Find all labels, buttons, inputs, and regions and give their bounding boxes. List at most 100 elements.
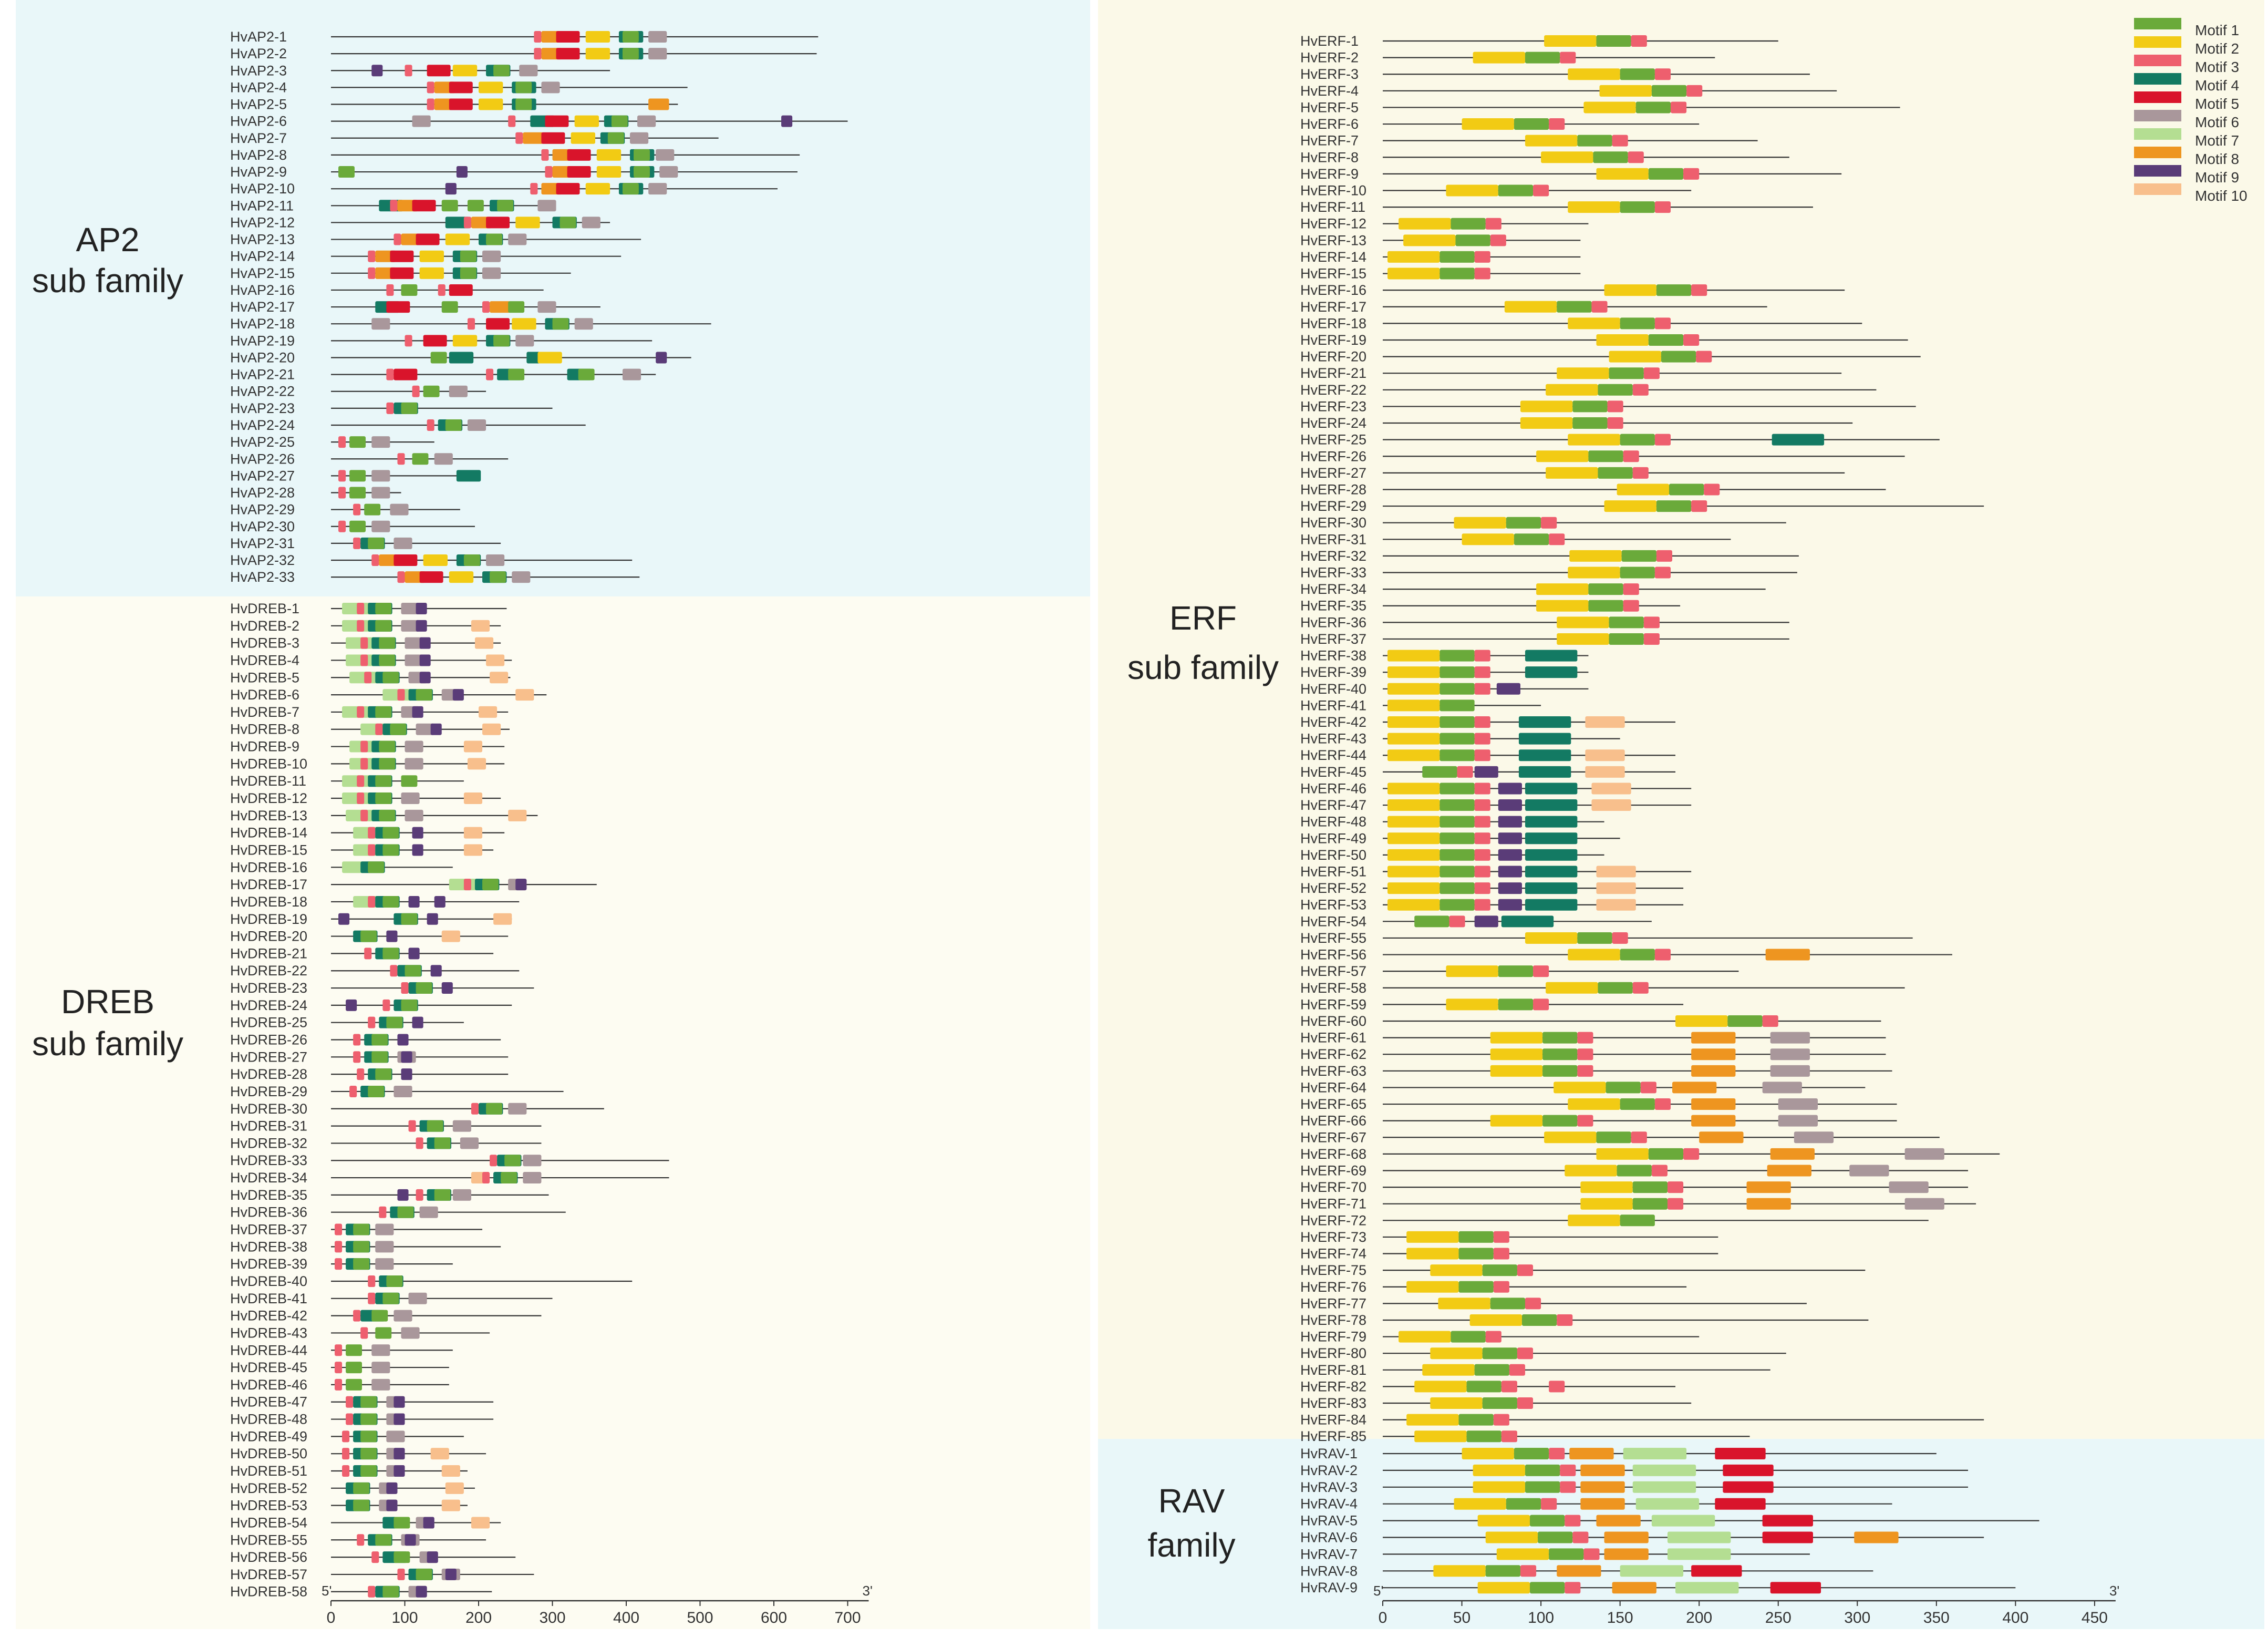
motif-9-box — [1498, 866, 1522, 878]
motif-2-box — [1462, 118, 1514, 130]
motif-2-box — [1557, 616, 1609, 629]
motif-3-box — [1560, 1464, 1576, 1476]
gene-track: HvERF-26 — [1300, 448, 1905, 464]
motif-8-box — [1580, 1498, 1625, 1510]
motif-6-box — [486, 554, 505, 567]
gene-track: HvERF-13 — [1300, 232, 1581, 248]
motif-1-box — [1485, 1565, 1520, 1577]
motif-1-box — [1617, 1165, 1652, 1177]
motif-5-box — [449, 98, 473, 110]
motif-2-box — [1520, 400, 1573, 413]
gene-label: HvDREB-10 — [230, 756, 307, 771]
gene-label: HvERF-78 — [1300, 1312, 1366, 1328]
gene-label: HvAP2-24 — [230, 417, 295, 433]
gene-label: HvAP2-4 — [230, 79, 287, 95]
motif-3-box — [397, 571, 405, 583]
motif-2-box — [1387, 816, 1440, 828]
motif-5-box — [1723, 1481, 1774, 1493]
gene-track: HvERF-20 — [1300, 349, 1921, 365]
legend-item: Motif 3 — [2134, 55, 2239, 75]
motif-10-box — [490, 672, 509, 684]
gene-label: HvERF-65 — [1300, 1096, 1366, 1112]
motif-4-box — [445, 217, 470, 229]
legend-label: Motif 10 — [2195, 188, 2248, 204]
motif-6-box — [622, 368, 641, 380]
gene-track: HvDREB-20 — [230, 929, 509, 944]
axis-tick-label: 450 — [2081, 1609, 2108, 1626]
motif-7-box — [1623, 1448, 1687, 1459]
gene-label: HvERF-22 — [1300, 382, 1366, 398]
motif-3-box — [1632, 982, 1649, 994]
gene-track: HvDREB-12 — [230, 790, 501, 806]
gene-track: HvERF-60 — [1300, 1013, 1881, 1029]
gene-track: HvERF-40 — [1300, 681, 1589, 697]
axis-tick-label: 300 — [1844, 1609, 1870, 1626]
gene-label: HvDREB-55 — [230, 1532, 307, 1548]
gene-track: HvDREB-54 — [230, 1515, 501, 1530]
gene-label: HvERF-55 — [1300, 930, 1366, 946]
gene-track: HvAP2-4 — [230, 79, 688, 95]
gene-label: HvERF-1 — [1300, 33, 1359, 49]
motif-7-box — [1635, 1498, 1700, 1510]
gene-track: HvDREB-49 — [230, 1428, 464, 1444]
gene-track: HvERF-10 — [1300, 182, 1692, 198]
motif-1-box — [607, 132, 624, 144]
motif-2-box — [1387, 899, 1440, 911]
gene-label: HvERF-83 — [1300, 1395, 1366, 1411]
motif-4-box — [1525, 882, 1578, 894]
motif-6-box — [393, 1085, 412, 1097]
motif-1-box — [1635, 101, 1671, 114]
motif-1-box — [360, 1396, 377, 1408]
axis-3prime-label: 3' — [2109, 1583, 2119, 1599]
gene-track: HvERF-62 — [1300, 1046, 1886, 1062]
motif-1-box — [368, 1085, 385, 1097]
motif-3-box — [360, 654, 368, 666]
gene-label: HvERF-69 — [1300, 1162, 1366, 1178]
gene-label: HvERF-15 — [1300, 266, 1366, 282]
motif-3-box — [1654, 1098, 1671, 1110]
motif-1-box — [379, 740, 396, 753]
gene-label: HvAP2-3 — [230, 63, 287, 78]
motif-10-box — [441, 1499, 460, 1511]
gene-track: HvERF-68 — [1300, 1146, 2000, 1162]
gene-label: HvERF-38 — [1300, 648, 1366, 664]
motif-2-box — [419, 250, 444, 262]
motif-9-box — [393, 1396, 405, 1408]
motif-3-box — [342, 1465, 350, 1477]
motif-3-box — [368, 1016, 376, 1028]
motif-1-box — [427, 1120, 443, 1132]
gene-label: HvAP2-26 — [230, 451, 295, 467]
motif-3-box — [1490, 234, 1506, 246]
motif-9-box — [456, 166, 468, 178]
motif-1-box — [501, 1172, 517, 1184]
gene-label: HvERF-10 — [1300, 182, 1366, 198]
motif-4-box — [1525, 799, 1578, 811]
gene-track: HvRAV-1 — [1300, 1446, 1936, 1461]
gene-label: HvERF-62 — [1300, 1046, 1366, 1062]
gene-label: HvDREB-49 — [230, 1428, 307, 1444]
motif-1-box — [379, 654, 396, 666]
axis-tick-label: 100 — [391, 1609, 418, 1626]
gene-label: HvAP2-8 — [230, 147, 287, 163]
gene-track: HvDREB-28 — [230, 1066, 509, 1082]
gene-label: HvERF-67 — [1300, 1129, 1366, 1145]
motif-2-box — [574, 115, 599, 127]
motif-3-box — [1474, 267, 1490, 280]
motif-3-box — [368, 267, 376, 279]
motif-10-box — [486, 654, 505, 666]
motif-2-box — [1568, 201, 1620, 213]
motif-2-box — [1473, 52, 1525, 64]
motif-7-box — [1632, 1464, 1696, 1476]
motif-5-box — [556, 48, 580, 60]
motif-6-box — [574, 318, 593, 330]
gene-track: HvERF-71 — [1300, 1196, 1976, 1212]
motif-5-box — [449, 81, 473, 94]
gene-label: HvDREB-36 — [230, 1204, 307, 1220]
motif-6-box — [419, 1206, 438, 1218]
gene-track: HvDREB-17 — [230, 877, 597, 892]
motif-1-box — [1620, 434, 1655, 446]
motif-5-box — [545, 115, 569, 127]
motif-1-box — [467, 200, 484, 212]
legend-item: Motif 8 — [2134, 147, 2239, 167]
